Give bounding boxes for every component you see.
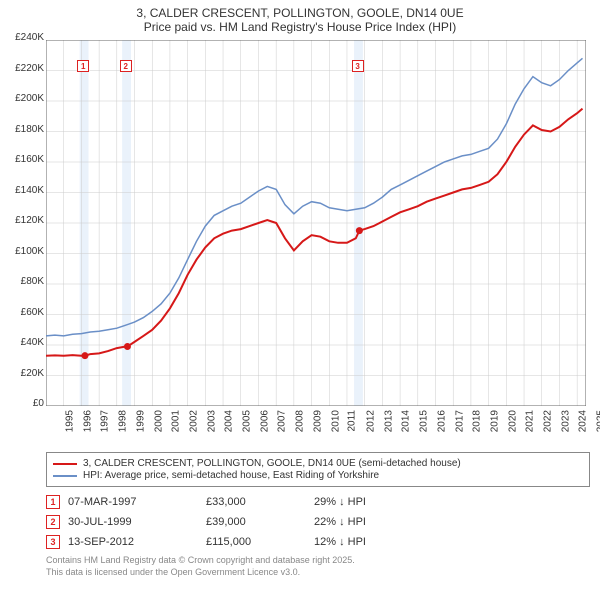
y-tick-label: £80K bbox=[4, 277, 44, 287]
x-tick-label: 2012 bbox=[365, 410, 376, 432]
x-tick-label: 2025 bbox=[595, 410, 600, 432]
x-tick-label: 1995 bbox=[64, 410, 75, 432]
y-tick-label: £140K bbox=[4, 186, 44, 196]
row-date: 13-SEP-2012 bbox=[68, 536, 198, 548]
footer-attribution: Contains HM Land Registry data © Crown c… bbox=[46, 555, 590, 578]
title-address: 3, CALDER CRESCENT, POLLINGTON, GOOLE, D… bbox=[10, 6, 590, 20]
row-price: £115,000 bbox=[206, 536, 306, 548]
row-date: 30-JUL-1999 bbox=[68, 516, 198, 528]
x-tick-label: 2023 bbox=[560, 410, 571, 432]
x-tick-label: 2003 bbox=[206, 410, 217, 432]
y-tick-label: £180K bbox=[4, 125, 44, 135]
x-tick-label: 2024 bbox=[578, 410, 589, 432]
x-tick-label: 2006 bbox=[259, 410, 270, 432]
legend-item: 3, CALDER CRESCENT, POLLINGTON, GOOLE, D… bbox=[53, 458, 583, 469]
y-tick-label: £60K bbox=[4, 308, 44, 318]
chart-plot-area: £0£20K£40K£60K£80K£100K£120K£140K£160K£1… bbox=[46, 40, 590, 406]
table-row: 1 07-MAR-1997 £33,000 29% ↓ HPI bbox=[46, 495, 590, 509]
legend-label: 3, CALDER CRESCENT, POLLINGTON, GOOLE, D… bbox=[83, 458, 461, 469]
chart-title-block: 3, CALDER CRESCENT, POLLINGTON, GOOLE, D… bbox=[0, 0, 600, 36]
x-tick-label: 2022 bbox=[542, 410, 553, 432]
x-tick-label: 2019 bbox=[489, 410, 500, 432]
x-tick-label: 2008 bbox=[294, 410, 305, 432]
row-marker: 1 bbox=[46, 495, 60, 509]
y-tick-label: £40K bbox=[4, 338, 44, 348]
legend-label: HPI: Average price, semi-detached house,… bbox=[83, 470, 379, 481]
y-tick-label: £0 bbox=[4, 399, 44, 409]
x-tick-label: 2002 bbox=[188, 410, 199, 432]
row-date: 07-MAR-1997 bbox=[68, 496, 198, 508]
legend-item: HPI: Average price, semi-detached house,… bbox=[53, 470, 583, 481]
table-row: 3 13-SEP-2012 £115,000 12% ↓ HPI bbox=[46, 535, 590, 549]
x-tick-label: 2010 bbox=[330, 410, 341, 432]
y-tick-label: £120K bbox=[4, 216, 44, 226]
x-tick-label: 2016 bbox=[436, 410, 447, 432]
x-tick-label: 1996 bbox=[82, 410, 93, 432]
x-tick-label: 1998 bbox=[117, 410, 128, 432]
x-tick-label: 2004 bbox=[224, 410, 235, 432]
x-tick-label: 2020 bbox=[507, 410, 518, 432]
row-marker: 3 bbox=[46, 535, 60, 549]
row-marker: 2 bbox=[46, 515, 60, 529]
row-price: £33,000 bbox=[206, 496, 306, 508]
x-tick-label: 1999 bbox=[135, 410, 146, 432]
x-tick-label: 2018 bbox=[471, 410, 482, 432]
y-tick-label: £240K bbox=[4, 33, 44, 43]
x-tick-label: 1997 bbox=[100, 410, 111, 432]
title-subtitle: Price paid vs. HM Land Registry's House … bbox=[10, 20, 590, 34]
sales-table: 1 07-MAR-1997 £33,000 29% ↓ HPI 2 30-JUL… bbox=[46, 495, 590, 549]
x-tick-label: 2017 bbox=[454, 410, 465, 432]
y-tick-label: £200K bbox=[4, 94, 44, 104]
y-tick-label: £20K bbox=[4, 369, 44, 379]
x-tick-label: 2009 bbox=[312, 410, 323, 432]
x-tick-label: 2005 bbox=[241, 410, 252, 432]
legend-box: 3, CALDER CRESCENT, POLLINGTON, GOOLE, D… bbox=[46, 452, 590, 487]
x-tick-label: 2013 bbox=[383, 410, 394, 432]
x-tick-label: 2014 bbox=[401, 410, 412, 432]
y-tick-label: £220K bbox=[4, 64, 44, 74]
x-tick-label: 2011 bbox=[347, 410, 358, 432]
y-tick-label: £160K bbox=[4, 155, 44, 165]
chart-svg bbox=[46, 40, 586, 406]
legend-swatch bbox=[53, 475, 77, 477]
legend-swatch bbox=[53, 463, 77, 465]
y-tick-label: £100K bbox=[4, 247, 44, 257]
x-tick-label: 2015 bbox=[418, 410, 429, 432]
footer-line2: This data is licensed under the Open Gov… bbox=[46, 567, 590, 579]
row-price: £39,000 bbox=[206, 516, 306, 528]
row-diff: 12% ↓ HPI bbox=[314, 536, 414, 548]
footer-line1: Contains HM Land Registry data © Crown c… bbox=[46, 555, 590, 567]
x-axis-labels: 1995 1996 1997 1998 1999 2000 2001 2002 2003 2004… bbox=[46, 406, 590, 446]
table-row: 2 30-JUL-1999 £39,000 22% ↓ HPI bbox=[46, 515, 590, 529]
row-diff: 29% ↓ HPI bbox=[314, 496, 414, 508]
row-diff: 22% ↓ HPI bbox=[314, 516, 414, 528]
x-tick-label: 2007 bbox=[277, 410, 288, 432]
x-tick-label: 2000 bbox=[153, 410, 164, 432]
x-tick-label: 2001 bbox=[170, 410, 181, 432]
x-tick-label: 2021 bbox=[525, 410, 536, 432]
y-axis-labels: £0£20K£40K£60K£80K£100K£120K£140K£160K£1… bbox=[4, 33, 44, 399]
